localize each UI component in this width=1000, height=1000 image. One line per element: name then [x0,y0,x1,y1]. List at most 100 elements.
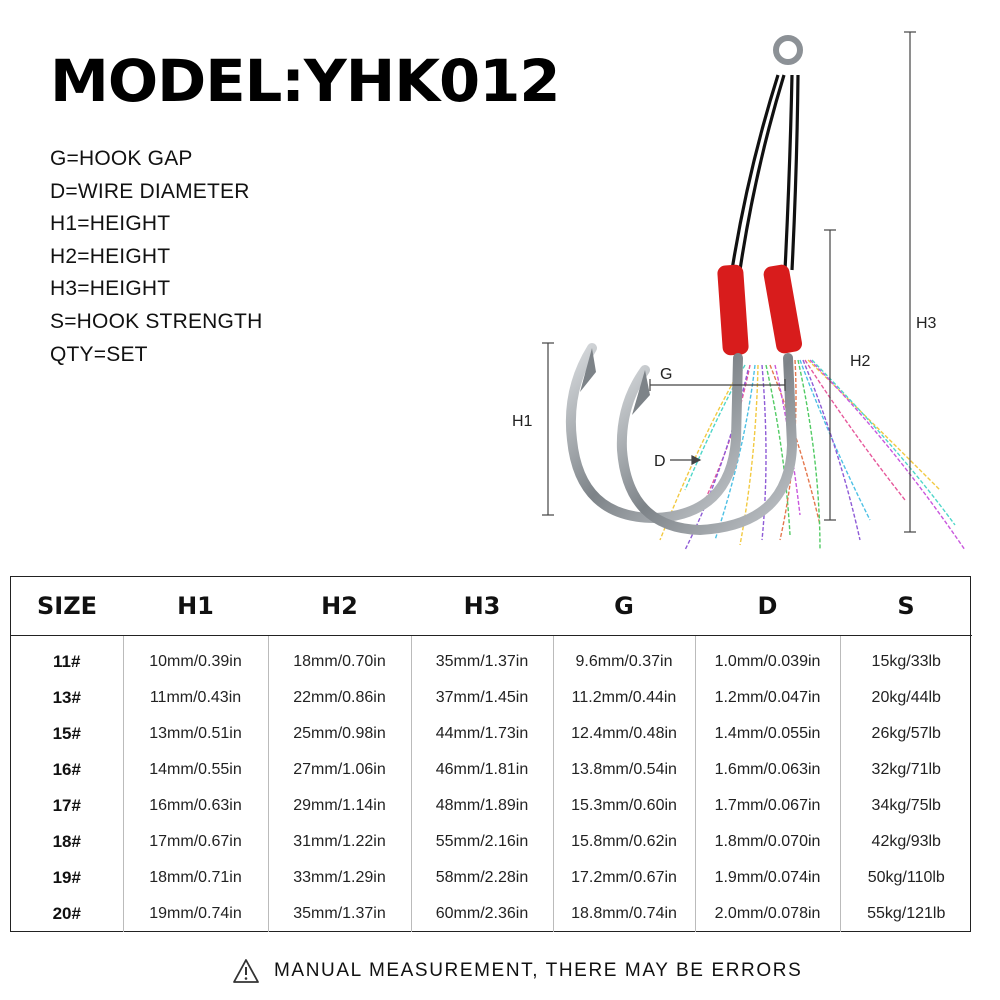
table-cell: 27mm/1.06in [267,752,411,788]
column-header-s: S [840,577,972,636]
table-row: 18# 17mm/0.67in 31mm/1.22in 55mm/2.16in 15.8… [11,824,972,860]
assist-cord [730,74,800,271]
column-header-d: D [695,577,840,636]
size-cell: 18# [52,832,81,851]
table-cell: 17.2mm/0.67in [552,860,695,896]
table-cell: 16mm/0.63in [122,788,268,824]
label-h2: H2 [850,353,871,370]
column-header-h3: H3 [411,577,553,636]
table-cell: 50kg/110lb [839,860,972,896]
table-cell: 15.3mm/0.60in [552,788,695,824]
split-ring-icon [773,35,803,65]
thread-wrap-right [763,264,803,354]
size-table-container: SIZE H1 H2 H3 G D S 11# 10mm/0.39in 18mm/0… [10,576,972,932]
table-cell: 1.4mm/0.055in [694,716,840,752]
table-cell: 29mm/1.14in [267,788,411,824]
column-header-size: SIZE [11,577,123,636]
note-text: MANUAL MEASUREMENT, THERE MAY BE ERRORS [274,960,803,981]
table-cell: 1.8mm/0.070in [694,824,840,860]
table-cell: 35mm/1.37in [410,635,553,680]
size-cell: 17# [52,796,81,815]
table-cell: 22mm/0.86in [267,680,411,716]
size-cell: 19# [52,868,81,887]
table-row: 20# 19mm/0.74in 35mm/1.37in 60mm/2.36in 18.8… [11,896,972,932]
label-d: D [654,453,666,470]
table-header-row: SIZE H1 H2 H3 G D S [11,577,972,636]
table-cell: 13mm/0.51in [122,716,268,752]
warning-triangle-icon [233,959,259,983]
table-cell: 15.8mm/0.62in [552,824,695,860]
size-cell: 16# [52,760,81,779]
dimension-lines [542,31,916,533]
table-cell: 11mm/0.43in [122,680,268,716]
legend-item-qty: QTY=SET [50,342,148,366]
legend-item-h1: H1=HEIGHT [50,212,171,236]
size-cell: 20# [52,904,81,923]
spec-legend: G=HOOK GAP D=WIRE DIAMETER H1=HEIGHT H2=… [50,143,262,371]
table-row: 16# 14mm/0.55in 27mm/1.06in 46mm/1.81in 13.8… [11,752,972,788]
thread-wrap-left [717,264,749,356]
legend-item-h2: H2=HEIGHT [50,244,171,268]
label-g: G [660,366,672,383]
table-cell: 1.7mm/0.067in [694,788,840,824]
table-cell: 42kg/93lb [839,824,972,860]
legend-item-d: D=WIRE DIAMETER [50,179,250,203]
table-cell: 1.6mm/0.063in [694,752,840,788]
table-cell: 20kg/44lb [839,680,972,716]
table-cell: 34kg/75lb [839,788,972,824]
table-cell: 12.4mm/0.48in [552,716,695,752]
size-cell: 11# [53,652,81,671]
table-row: 19# 18mm/0.71in 33mm/1.29in 58mm/2.28in 17.2… [11,860,972,896]
model-title: MODEL:YHK012 [50,47,561,115]
table-cell: 2.0mm/0.078in [694,896,840,932]
table-row: 17# 16mm/0.63in 29mm/1.14in 48mm/1.89in 15.3… [11,788,972,824]
table-cell: 55kg/121lb [839,896,972,932]
table-cell: 14mm/0.55in [122,752,268,788]
hook-right [616,353,798,536]
table-cell: 15kg/33lb [839,635,972,680]
column-header-h2: H2 [268,577,411,636]
table-cell: 13.8mm/0.54in [552,752,695,788]
table-cell: 44mm/1.73in [410,716,553,752]
measurement-note: MANUAL MEASUREMENT, THERE MAY BE ERRORS [232,958,802,984]
legend-item-s: S=HOOK STRENGTH [50,309,263,333]
table-cell: 32kg/71lb [839,752,972,788]
column-header-h1: H1 [123,577,268,636]
table-cell: 33mm/1.29in [267,860,411,896]
table-row: 13# 11mm/0.43in 22mm/0.86in 37mm/1.45in 11.2… [11,680,972,716]
table-cell: 46mm/1.81in [410,752,553,788]
table-cell: 18mm/0.70in [267,635,411,680]
size-cell: 13# [52,688,81,707]
table-cell: 35mm/1.37in [267,896,411,932]
table-cell: 60mm/2.36in [410,896,553,932]
table-cell: 31mm/1.22in [267,824,411,860]
size-table: SIZE H1 H2 H3 G D S 11# 10mm/0.39in 18mm/0… [11,577,972,932]
table-cell: 1.9mm/0.074in [694,860,840,896]
table-cell: 1.2mm/0.047in [694,680,840,716]
table-cell: 58mm/2.28in [410,860,553,896]
table-cell: 11.2mm/0.44in [552,680,695,716]
legend-item-g: G=HOOK GAP [50,147,193,170]
hook-diagram: H1 H2 H3 G D [512,31,966,551]
table-cell: 10mm/0.39in [122,635,268,680]
table-body: 11# 10mm/0.39in 18mm/0.70in 35mm/1.37in 9.6m… [11,635,972,932]
table-cell: 9.6mm/0.37in [552,635,695,680]
table-row: 11# 10mm/0.39in 18mm/0.70in 35mm/1.37in 9.6m… [11,635,972,680]
table-cell: 37mm/1.45in [410,680,553,716]
table-cell: 19mm/0.74in [122,896,268,932]
size-cell: 15# [52,724,81,743]
table-cell: 55mm/2.16in [410,824,553,860]
table-cell: 26kg/57lb [839,716,972,752]
fiber-skirt [659,359,966,551]
hook-left [565,343,743,524]
table-row: 15# 13mm/0.51in 25mm/0.98in 44mm/1.73in 12.4… [11,716,972,752]
table-cell: 48mm/1.89in [410,788,553,824]
table-cell: 18mm/0.71in [122,860,268,896]
table-cell: 25mm/0.98in [267,716,411,752]
table-cell: 17mm/0.67in [122,824,268,860]
legend-item-h3: H3=HEIGHT [50,277,171,301]
label-h3: H3 [916,315,937,332]
label-h1: H1 [512,413,533,430]
table-cell: 18.8mm/0.74in [552,896,695,932]
column-header-g: G [553,577,695,636]
